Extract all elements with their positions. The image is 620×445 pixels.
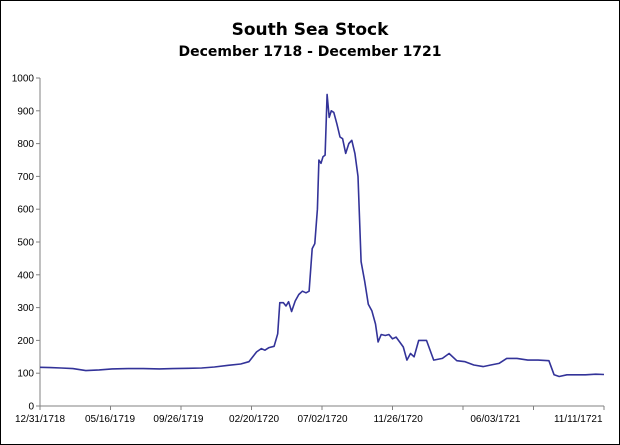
y-tick-label: 300 (17, 303, 34, 314)
chart-title: South Sea Stock (231, 20, 389, 40)
y-tick-label: 100 (17, 369, 34, 380)
y-tick-label: 700 (17, 172, 34, 183)
y-tick-labels: 0 100 200 300 400 500 600 700 800 900 1000 (12, 74, 35, 413)
y-tick-label: 600 (17, 205, 34, 216)
y-tick-label: 0 (28, 402, 34, 413)
x-tick-label: 11/26/1720 (374, 414, 424, 425)
y-tick-label: 200 (17, 336, 34, 347)
y-tick-label: 500 (17, 238, 34, 249)
x-tick-label: 05/16/1719 (85, 414, 135, 425)
axes (36, 77, 605, 410)
x-tick-label: 06/03/1721 (470, 414, 520, 425)
y-tick-label: 800 (17, 139, 34, 150)
x-tick-label: 09/26/1719 (153, 414, 203, 425)
y-tick-label: 1000 (12, 74, 35, 85)
price-line (39, 93, 605, 378)
x-tick-label: 11/11/1721 (554, 414, 603, 425)
x-tick-labels: 12/31/1718 05/16/1719 09/26/1719 02/20/1720… (15, 414, 603, 425)
x-tick-label: 07/02/1720 (297, 414, 347, 425)
chart-subtitle: December 1718 - December 1721 (178, 44, 442, 60)
x-tick-label: 02/20/1720 (229, 414, 279, 425)
y-tick-label: 400 (17, 270, 34, 281)
x-tick-label: 12/31/1718 (15, 414, 65, 425)
y-tick-label: 900 (17, 106, 34, 117)
